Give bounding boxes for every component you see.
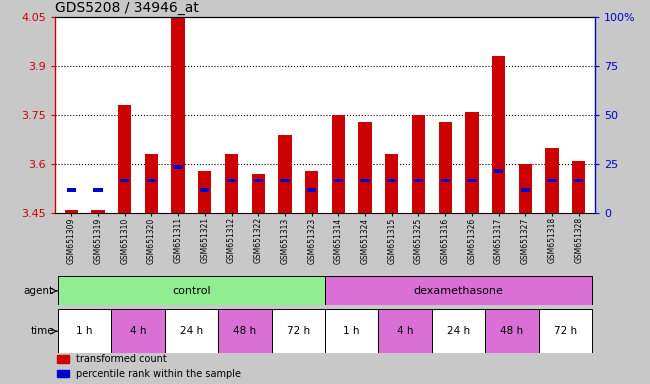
Bar — [227, 179, 236, 182]
Bar — [198, 171, 211, 213]
Bar — [467, 179, 476, 182]
Bar — [307, 188, 317, 192]
Bar — [254, 179, 263, 182]
Bar — [333, 179, 343, 182]
Bar — [486, 309, 539, 353]
Text: agent: agent — [24, 286, 54, 296]
Text: 1 h: 1 h — [77, 326, 93, 336]
Bar — [358, 122, 372, 213]
Bar — [545, 148, 559, 213]
Bar — [111, 309, 164, 353]
Bar — [492, 56, 505, 213]
Text: control: control — [172, 286, 211, 296]
Bar — [332, 115, 345, 213]
Bar — [280, 179, 290, 182]
Bar — [164, 309, 218, 353]
Bar — [174, 166, 183, 169]
Bar — [360, 179, 370, 182]
Bar — [305, 171, 318, 213]
Bar — [439, 122, 452, 213]
Bar — [387, 179, 396, 182]
Bar — [278, 135, 292, 213]
Bar — [218, 309, 272, 353]
Bar — [574, 179, 584, 182]
Text: 48 h: 48 h — [233, 326, 257, 336]
Bar — [414, 179, 423, 182]
Bar — [58, 309, 111, 353]
Bar — [441, 179, 450, 182]
Text: 4 h: 4 h — [130, 326, 146, 336]
Bar — [272, 309, 325, 353]
Text: 72 h: 72 h — [287, 326, 310, 336]
Text: 1 h: 1 h — [343, 326, 360, 336]
Bar — [200, 188, 209, 192]
Bar — [91, 210, 105, 213]
Bar — [58, 276, 325, 305]
Text: 48 h: 48 h — [500, 326, 523, 336]
Bar — [172, 17, 185, 213]
Bar — [378, 309, 432, 353]
Bar — [64, 210, 78, 213]
Text: 24 h: 24 h — [447, 326, 470, 336]
Bar — [325, 309, 378, 353]
Bar — [252, 174, 265, 213]
Bar — [66, 188, 76, 192]
Text: GDS5208 / 34946_at: GDS5208 / 34946_at — [55, 1, 199, 15]
Text: 4 h: 4 h — [397, 326, 413, 336]
Text: 24 h: 24 h — [180, 326, 203, 336]
Bar — [118, 106, 131, 213]
Bar — [94, 188, 103, 192]
Bar — [547, 179, 556, 182]
Bar — [385, 154, 398, 213]
Bar — [539, 309, 592, 353]
Text: 72 h: 72 h — [554, 326, 577, 336]
Bar — [412, 115, 425, 213]
Bar — [494, 169, 503, 173]
Bar — [521, 188, 530, 192]
Bar — [465, 112, 478, 213]
Bar — [432, 309, 486, 353]
Bar — [519, 164, 532, 213]
Bar — [225, 154, 238, 213]
Bar — [145, 154, 158, 213]
Bar — [572, 161, 586, 213]
Legend: transformed count, percentile rank within the sample: transformed count, percentile rank withi… — [57, 354, 241, 379]
Text: time: time — [31, 326, 54, 336]
Bar — [147, 179, 156, 182]
Text: dexamethasone: dexamethasone — [413, 286, 504, 296]
Bar — [325, 276, 592, 305]
Bar — [120, 179, 129, 182]
